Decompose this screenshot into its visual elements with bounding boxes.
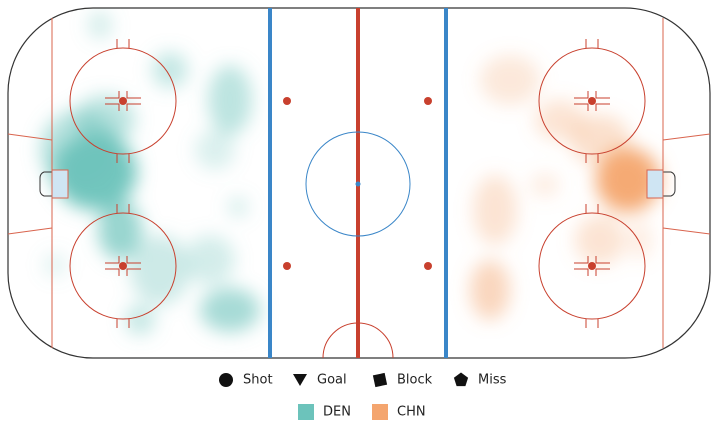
- legend-label: CHN: [397, 405, 426, 420]
- hash-mark: [574, 103, 589, 111]
- hash-mark: [105, 91, 120, 99]
- hash-mark: [126, 256, 141, 264]
- heat-blob: [470, 260, 510, 320]
- heat-blob: [88, 11, 112, 39]
- heat-blob: [130, 235, 190, 305]
- heat-blob: [628, 220, 652, 260]
- hash-mark: [105, 256, 120, 264]
- heat-blob: [480, 55, 540, 105]
- legend-swatch: [372, 404, 388, 420]
- heat-blob: [575, 215, 625, 265]
- legend-symbol: [219, 373, 233, 387]
- heat-blob: [570, 115, 630, 165]
- legend-label: Miss: [478, 373, 507, 388]
- heat-blob: [185, 235, 235, 285]
- heat-blob: [75, 95, 135, 145]
- hash-mark: [595, 268, 610, 276]
- heat-blob: [43, 253, 67, 277]
- heat-blob: [596, 148, 660, 212]
- legend-swatch: [298, 404, 314, 420]
- legend: Shot Goal Block Miss DEN CHN: [219, 372, 507, 420]
- heat-blob: [195, 130, 235, 170]
- legend-label: DEN: [323, 405, 351, 420]
- heat-blob: [152, 52, 188, 88]
- rink-lines: [7, 7, 711, 359]
- heat-blob: [125, 305, 155, 335]
- hash-mark: [595, 256, 610, 264]
- chn-heatmap: [470, 55, 660, 320]
- hash-mark: [574, 268, 589, 276]
- hash-mark: [595, 103, 610, 111]
- hash-mark: [126, 268, 141, 276]
- hash-mark: [126, 103, 141, 111]
- heat-blob: [208, 65, 252, 135]
- heat-blob: [530, 173, 560, 197]
- den-heatmap: [40, 11, 260, 335]
- hash-mark: [126, 91, 141, 99]
- hash-mark: [574, 91, 589, 99]
- heat-blob: [228, 197, 248, 217]
- legend-label: Block: [397, 373, 433, 388]
- legend-label: Goal: [317, 373, 347, 388]
- heat-blob: [200, 288, 260, 332]
- hash-mark: [105, 103, 120, 111]
- heat-blob: [473, 175, 517, 245]
- legend-symbol: [453, 372, 469, 387]
- legend-symbol: [372, 372, 388, 388]
- hash-mark: [105, 268, 120, 276]
- legend-label: Shot: [243, 373, 273, 388]
- legend-symbol: [293, 374, 307, 386]
- hash-mark: [595, 91, 610, 99]
- hash-mark: [574, 256, 589, 264]
- heatmaps: [40, 11, 660, 335]
